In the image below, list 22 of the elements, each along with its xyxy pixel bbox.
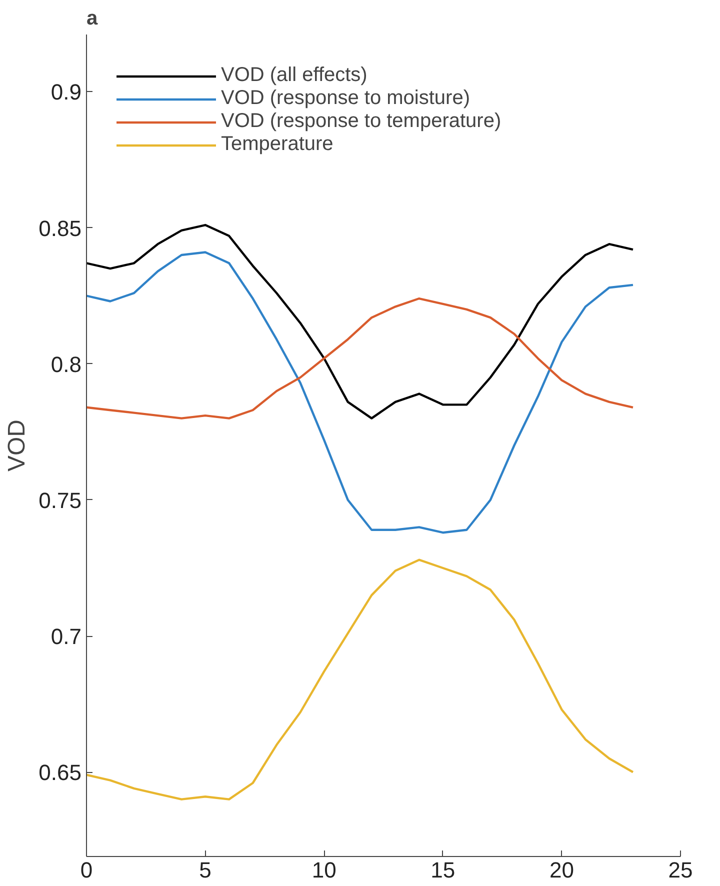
y-tick-label: 0.85 bbox=[38, 216, 82, 241]
x-tick-label: 0 bbox=[80, 858, 93, 882]
y-tick-label: 0.75 bbox=[38, 488, 82, 513]
legend-label: VOD (response to moisture) bbox=[221, 87, 470, 110]
line-series bbox=[86, 297, 634, 420]
x-tick-label: 20 bbox=[549, 858, 574, 882]
y-tick-label: 0.8 bbox=[50, 352, 82, 377]
y-tick-label: 0.65 bbox=[38, 760, 82, 786]
x-tick-label: 15 bbox=[430, 858, 456, 882]
y-tick-label: 0.7 bbox=[50, 624, 82, 650]
x-tick-label: 25 bbox=[668, 858, 693, 882]
x-tick-label: 5 bbox=[199, 858, 212, 882]
line-series bbox=[86, 251, 634, 534]
y-axis-title: VOD bbox=[4, 419, 31, 472]
chart-title: a bbox=[86, 8, 98, 30]
legend-label: VOD (response to temperature) bbox=[221, 110, 502, 133]
y-tick-label: 0.9 bbox=[50, 80, 82, 105]
line-series bbox=[86, 224, 634, 420]
legend-label: Temperature bbox=[221, 133, 334, 156]
legend-label: VOD (all effects) bbox=[221, 64, 368, 87]
x-tick-label: 10 bbox=[312, 858, 336, 882]
line-series bbox=[86, 558, 634, 800]
